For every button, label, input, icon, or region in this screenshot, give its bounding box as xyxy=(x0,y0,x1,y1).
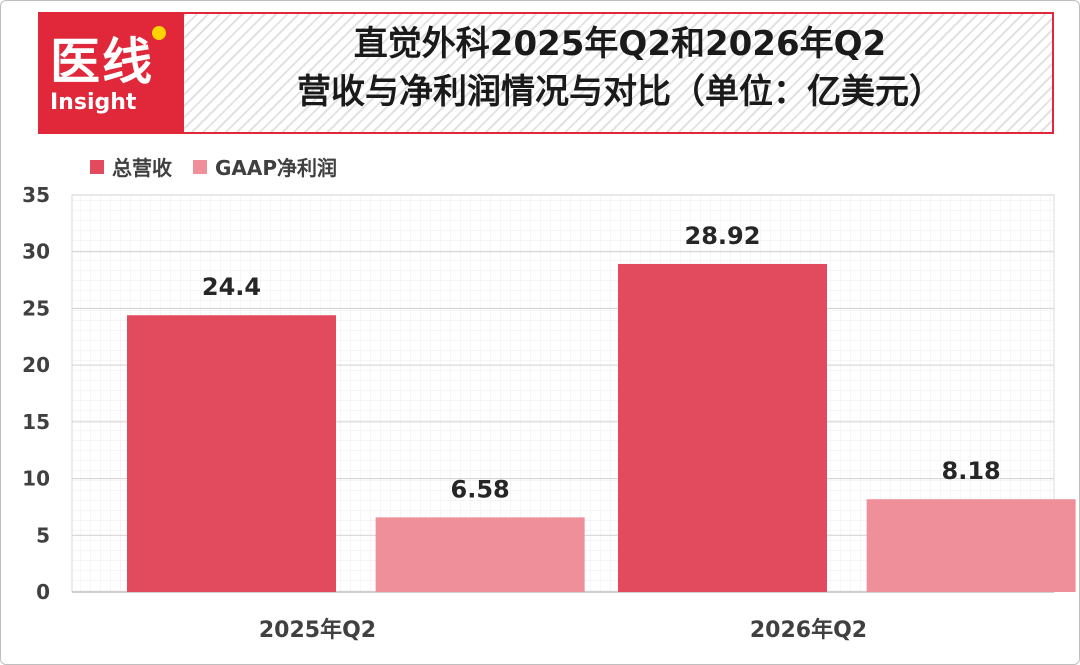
chart-header: 医线 Insight 直觉外科2025年Q2和2026年Q2 营收与净利润情况与… xyxy=(38,12,1054,134)
legend: 总营收 GAAP净利润 xyxy=(90,152,351,181)
legend-swatch-revenue xyxy=(90,159,104,174)
y-tick-label-7: 35 xyxy=(22,183,50,207)
chart-title: 直觉外科2025年Q2和2026年Q2 营收与净利润情况与对比（单位：亿美元） xyxy=(188,20,1052,116)
y-tick-label-5: 25 xyxy=(22,296,50,320)
bar-revenue-0 xyxy=(126,315,336,592)
bar-net-income-0 xyxy=(375,517,585,592)
chart-title-line-1: 直觉外科2025年Q2和2026年Q2 xyxy=(353,24,887,64)
chart-title-line-2: 营收与净利润情况与对比（单位：亿美元） xyxy=(297,72,943,112)
data-label-net-income-1: 8.18 xyxy=(942,457,1001,485)
logo-chinese-text: 医线 xyxy=(50,33,154,91)
y-tick-label-2: 10 xyxy=(22,467,50,491)
data-label-revenue-1: 28.92 xyxy=(685,222,761,250)
y-tick-label-6: 30 xyxy=(22,240,50,264)
logo-dot-icon xyxy=(152,26,166,40)
x-tick-label-1: 2026年Q2 xyxy=(750,617,867,643)
y-tick-label-4: 20 xyxy=(22,353,50,377)
bar-revenue-1 xyxy=(617,263,827,592)
x-tick-label-0: 2025年Q2 xyxy=(259,617,376,643)
legend-swatch-net-income xyxy=(192,159,207,174)
legend-label-net-income: GAAP净利润 xyxy=(214,156,337,180)
bar-net-income-1 xyxy=(866,499,1076,592)
bars xyxy=(126,263,1076,592)
legend-label-revenue: 总营收 xyxy=(112,156,172,180)
data-labels: 24.4 6.58 28.92 8.18 xyxy=(202,222,1001,503)
y-axis-ticks: 0 5 10 15 20 25 30 35 xyxy=(22,183,50,604)
data-label-revenue-0: 24.4 xyxy=(202,273,261,301)
logo-english-text: Insight xyxy=(50,90,137,115)
x-axis-ticks: 2025年Q2 2026年Q2 xyxy=(259,617,867,643)
y-tick-label-1: 5 xyxy=(36,523,50,547)
legend-item-revenue: 总营收 xyxy=(90,152,172,181)
y-tick-label-0: 0 xyxy=(36,580,50,604)
data-label-net-income-0: 6.58 xyxy=(451,475,510,503)
y-tick-label-3: 15 xyxy=(22,410,50,434)
brand-logo: 医线 Insight xyxy=(40,14,184,132)
legend-item-net-income: GAAP净利润 xyxy=(192,152,337,181)
